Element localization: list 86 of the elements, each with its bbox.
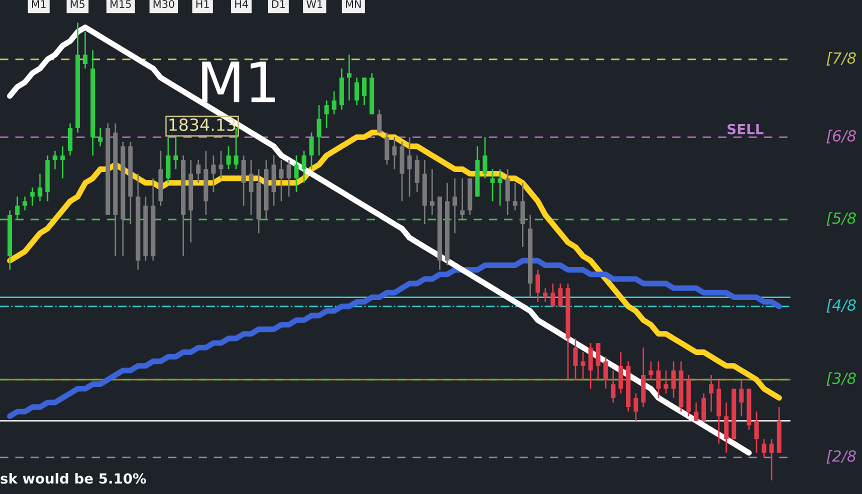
candlestick xyxy=(430,168,434,216)
candlestick xyxy=(505,168,510,216)
text: H1 xyxy=(196,0,209,8)
candlestick xyxy=(512,182,518,212)
candlestick xyxy=(354,76,360,106)
candlestick xyxy=(610,370,616,404)
candlestick xyxy=(482,136,488,180)
text: M5 xyxy=(70,0,84,8)
candlestick xyxy=(218,150,224,180)
candlestick xyxy=(618,351,624,394)
candlestick xyxy=(671,360,676,399)
text: [5/8 xyxy=(826,212,856,226)
candlestick xyxy=(248,159,254,216)
candlestick xyxy=(68,122,72,156)
candlestick xyxy=(279,159,284,202)
candlestick xyxy=(550,282,556,308)
annotation: sk would be 5.10% xyxy=(0,472,146,484)
text: M15 xyxy=(110,0,131,8)
candlestick xyxy=(739,378,744,417)
candlestick xyxy=(573,338,578,380)
text: [6/8 xyxy=(826,130,856,144)
candlestick xyxy=(708,374,714,412)
annotation: M1 xyxy=(202,62,275,102)
candlestick xyxy=(362,76,367,106)
candlestick xyxy=(173,136,178,170)
candlestick xyxy=(580,351,586,380)
text: M30 xyxy=(154,0,174,8)
text: W1 xyxy=(306,0,322,8)
candlestick xyxy=(324,100,329,129)
candlestick xyxy=(656,360,661,399)
candlestick xyxy=(498,168,502,206)
text: [7/8 xyxy=(826,52,856,66)
candlestick xyxy=(558,282,563,308)
candlestick xyxy=(694,402,698,422)
text: [2/8 xyxy=(826,450,856,464)
candlestick xyxy=(30,186,35,206)
candlestick xyxy=(754,410,759,454)
candlestick xyxy=(543,287,548,303)
candlestick xyxy=(520,182,525,248)
candlestick xyxy=(98,127,103,147)
candlestick xyxy=(241,154,246,206)
candlestick xyxy=(664,370,668,394)
candlestick xyxy=(648,360,654,380)
candlestick xyxy=(22,196,28,212)
candlestick xyxy=(490,168,495,202)
candlestick xyxy=(15,196,20,220)
candlestick xyxy=(309,132,314,170)
candlestick xyxy=(769,438,774,481)
candlestick xyxy=(286,159,292,198)
candlestick xyxy=(294,154,299,193)
candlestick xyxy=(724,402,729,454)
candlestick xyxy=(701,392,706,422)
candlestick xyxy=(384,132,390,166)
text: D1 xyxy=(272,0,285,8)
text: MN xyxy=(346,0,361,8)
text: M1 xyxy=(32,0,46,8)
candlestick xyxy=(332,90,336,115)
candlestick xyxy=(762,438,766,458)
text: [4/8 xyxy=(826,299,856,313)
candlestick xyxy=(38,173,42,202)
candlestick xyxy=(52,150,58,170)
annotation: SELL xyxy=(728,124,764,134)
candlestick xyxy=(414,154,420,193)
text: H4 xyxy=(235,0,248,8)
candlestick xyxy=(603,356,608,390)
annotation: 1834.13 xyxy=(170,118,236,132)
text: [3/8 xyxy=(826,372,856,386)
candlestick xyxy=(536,269,540,303)
candlestick xyxy=(392,136,397,170)
candlestick xyxy=(407,136,412,198)
candlestick xyxy=(302,150,306,184)
candlestick xyxy=(634,392,638,422)
candlestick xyxy=(60,146,65,180)
candlestick xyxy=(316,104,322,156)
candlestick xyxy=(226,146,231,170)
candlestick xyxy=(588,342,593,390)
candlestick xyxy=(166,136,170,184)
candlestick xyxy=(377,109,382,134)
candlestick xyxy=(460,178,465,220)
candlestick xyxy=(234,127,238,170)
candlestick xyxy=(346,54,352,102)
candlestick xyxy=(596,342,600,380)
candlestick xyxy=(452,178,458,234)
candlestick xyxy=(211,154,216,193)
candlestick xyxy=(82,31,88,70)
candlestick xyxy=(196,159,201,184)
